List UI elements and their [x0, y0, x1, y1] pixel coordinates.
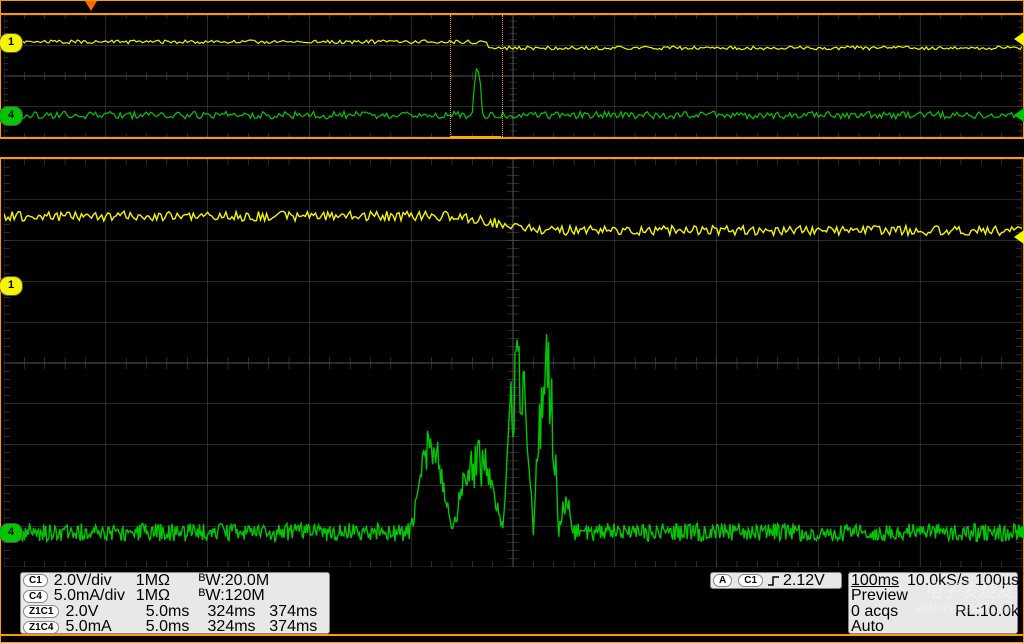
trigger-settings-box[interactable]: A C1 2.12V: [710, 572, 842, 589]
channel-badge-1[interactable]: 1: [0, 33, 23, 53]
panel-separator[interactable]: [0, 137, 1024, 159]
trigger-position-marker[interactable]: [85, 1, 97, 11]
trigger-level: 2.12V: [781, 571, 831, 591]
zoom-window-bracket[interactable]: [450, 15, 503, 137]
channel-pill: Z1C4: [23, 621, 59, 634]
trigger-source-pill: C1: [738, 574, 763, 587]
channel-pill: Z1C1: [23, 605, 59, 618]
rising-edge-icon: [767, 575, 781, 587]
acq-value: Auto: [849, 617, 903, 637]
setting-value: 324ms: [206, 617, 268, 637]
zoom-window-bar[interactable]: [450, 136, 501, 139]
channel-pill: C1: [23, 574, 48, 587]
channel-ref-arrow: [1014, 230, 1024, 244]
channel-badge-1[interactable]: 1: [0, 276, 23, 296]
zoom-plot: [4, 159, 1022, 567]
channel-settings-row[interactable]: Z1C4 5.0mA5.0ms324ms374ms: [21, 620, 329, 636]
channel-settings-box[interactable]: C12.0V/div1MΩᴮW:20.0MC45.0mA/div1MΩᴮW:12…: [20, 572, 330, 634]
watermark-text-cn: 电子发烧友: [916, 577, 1014, 603]
watermark: 电子发烧友 WWW.elecfans.com: [916, 577, 1014, 615]
setting-value: 5.0mA: [63, 617, 143, 637]
acq-value: [903, 626, 962, 628]
setting-value: 5.0ms: [144, 617, 206, 637]
zoom-panel: [4, 159, 1022, 567]
acq-value: [962, 626, 1017, 628]
watermark-text-url: WWW.elecfans.com: [916, 603, 1014, 615]
overview-plot: [4, 15, 1022, 137]
trigger-pill-a: A: [713, 574, 732, 587]
setting-value: 374ms: [267, 617, 329, 637]
channel-badge-4[interactable]: 4: [0, 106, 23, 126]
channel-ref-arrow: [1014, 108, 1024, 122]
channel-badge-4[interactable]: 4: [0, 523, 23, 543]
channel-pill: C4: [23, 590, 48, 603]
channel-ref-arrow: [1014, 32, 1024, 46]
overview-panel: [4, 15, 1022, 137]
acq-row[interactable]: Auto: [849, 620, 1017, 636]
top-bar: [1, 1, 1023, 15]
channel-ref-arrow: [1014, 525, 1024, 539]
